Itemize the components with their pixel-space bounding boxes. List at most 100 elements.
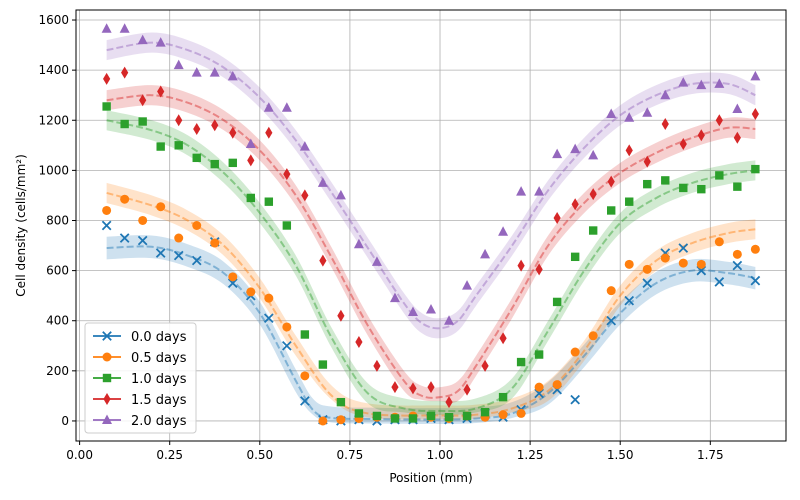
point-1-0-days (751, 164, 760, 174)
x-axis-label: Position (mm) (389, 471, 472, 485)
point-1-5-days (103, 72, 111, 85)
point-1-0-days (210, 159, 219, 169)
point-1-5-days (589, 188, 597, 201)
point-0-5-days (102, 205, 112, 215)
point-1-5-days (427, 381, 435, 394)
point-2-0-days (444, 315, 455, 325)
point-1-0-days (733, 182, 742, 191)
x-axis-ticks: 0.00 0.25 0.50 0.75 1.00 1.25 1.50 1.75 (66, 441, 724, 462)
legend-box (84, 322, 197, 434)
point-0-5-days (696, 259, 706, 269)
point-0-5-days (246, 287, 256, 297)
fit-line-0-5-days (106, 191, 756, 417)
point-0-0-days (101, 220, 112, 231)
point-0-5-days (732, 249, 742, 259)
point-2-0-days (588, 149, 599, 160)
legend-marker-1-0-days (102, 373, 112, 383)
point-0-0-days (137, 235, 148, 246)
point-1-5-days (535, 263, 543, 276)
point-2-0-days (371, 256, 382, 266)
x-tick-label: 0.75 (337, 448, 364, 462)
point-1-5-days (697, 129, 705, 142)
legend-label-0-0-days: 0.0 days (131, 330, 187, 345)
point-0-5-days (336, 415, 346, 425)
point-0-5-days (552, 380, 562, 390)
legend-marker-0-0-days (102, 331, 112, 341)
point-2-0-days (660, 89, 671, 100)
legend-label-1-5-days: 1.5 days (131, 393, 187, 408)
point-2-0-days (209, 67, 220, 77)
fit-line-1-5-days (106, 94, 756, 399)
point-1-5-days (229, 126, 237, 139)
band-0-0-days (106, 235, 756, 424)
point-1-5-days (175, 114, 183, 127)
point-2-0-days (642, 107, 653, 117)
point-1-5-days (283, 168, 291, 181)
point-2-0-days (191, 67, 202, 77)
point-0-0-days (155, 248, 166, 258)
point-0-0-days (173, 250, 184, 261)
point-2-0-days (516, 186, 527, 196)
point-0-0-days (750, 275, 761, 286)
point-0-0-days (191, 255, 202, 266)
point-2-0-days (353, 238, 364, 249)
point-1-0-days (534, 350, 544, 359)
point-1-0-days (715, 171, 724, 180)
legend: 0.0 days 0.5 days 1.0 days 1.5 days 2.0 days (84, 322, 197, 434)
x-tick-label: 1.75 (697, 448, 724, 462)
point-0-5-days (606, 286, 616, 296)
y-tick-label: 0 (61, 414, 69, 428)
band-1-0-days (106, 110, 756, 415)
point-1-0-days (174, 141, 183, 150)
y-tick-label: 800 (46, 213, 69, 227)
point-1-0-days (498, 392, 508, 402)
point-1-5-days (211, 119, 219, 132)
legend-marker-2-0-days (102, 414, 112, 424)
point-1-5-days (445, 396, 453, 409)
point-0-0-days (263, 313, 274, 324)
point-2-0-days (155, 37, 166, 47)
point-1-5-days (679, 138, 687, 151)
point-1-0-days (679, 183, 688, 193)
x-tick-label: 1.50 (607, 448, 634, 462)
band-0-5-days (106, 182, 756, 420)
grid (76, 10, 786, 441)
point-2-0-days (732, 103, 743, 113)
y-tick-label: 1000 (38, 163, 69, 177)
point-1-0-days (372, 411, 382, 421)
x-tick-label: 0.50 (246, 448, 273, 462)
point-0-5-days (660, 253, 670, 263)
point-1-0-days (282, 221, 292, 230)
point-1-5-days (499, 332, 507, 345)
point-0-0-days (714, 277, 725, 287)
point-1-0-days (570, 252, 580, 262)
point-1-0-days (354, 409, 364, 418)
point-2-0-days (624, 112, 635, 122)
point-2-0-days (498, 226, 509, 236)
point-1-0-days (246, 193, 255, 203)
y-tick-label: 600 (46, 264, 69, 278)
point-1-5-days (625, 144, 633, 157)
point-0-0-days (642, 278, 653, 288)
confidence-bands (106, 32, 756, 424)
point-1-0-days (156, 142, 165, 151)
point-1-0-days (138, 117, 147, 126)
point-1-0-days (643, 179, 652, 189)
point-2-0-days (335, 189, 346, 200)
point-1-0-days (192, 153, 201, 163)
point-1-5-days (247, 154, 255, 167)
point-2-0-days (426, 303, 436, 314)
point-1-0-days (661, 176, 670, 185)
point-0-0-days (606, 315, 617, 326)
point-0-0-days (300, 396, 310, 406)
point-0-5-days (300, 371, 310, 381)
point-2-0-days (227, 70, 238, 81)
point-2-0-days (137, 34, 148, 45)
point-1-0-days (516, 357, 526, 367)
point-1-5-days (463, 383, 471, 396)
point-0-5-days (318, 416, 328, 426)
fit-lines (106, 41, 756, 421)
x-tick-label: 0.25 (156, 448, 183, 462)
point-1-5-days (715, 114, 723, 127)
